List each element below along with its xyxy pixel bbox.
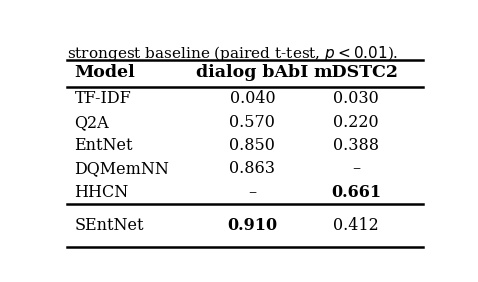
Text: 0.040: 0.040	[229, 91, 275, 107]
Text: strongest baseline (paired t-test, $p < 0.01$).: strongest baseline (paired t-test, $p < …	[67, 44, 399, 63]
Text: –: –	[352, 160, 360, 177]
Text: 0.220: 0.220	[333, 114, 379, 131]
Text: DQMemNN: DQMemNN	[75, 160, 169, 177]
Text: 0.412: 0.412	[333, 217, 379, 234]
Text: HHCN: HHCN	[75, 184, 129, 201]
Text: –: –	[249, 184, 256, 201]
Text: EntNet: EntNet	[75, 137, 133, 154]
Text: Q2A: Q2A	[75, 114, 109, 131]
Text: SEntNet: SEntNet	[75, 217, 144, 234]
Text: 0.910: 0.910	[228, 217, 277, 234]
Text: Model: Model	[75, 64, 135, 81]
Text: 0.863: 0.863	[229, 160, 275, 177]
Text: 0.850: 0.850	[229, 137, 275, 154]
Text: 0.030: 0.030	[333, 91, 379, 107]
Text: 0.388: 0.388	[333, 137, 379, 154]
Text: mDSTC2: mDSTC2	[314, 64, 399, 81]
Text: 0.570: 0.570	[229, 114, 275, 131]
Text: dialog bAbI: dialog bAbI	[196, 64, 308, 81]
Text: 0.661: 0.661	[331, 184, 381, 201]
Text: TF-IDF: TF-IDF	[75, 91, 131, 107]
